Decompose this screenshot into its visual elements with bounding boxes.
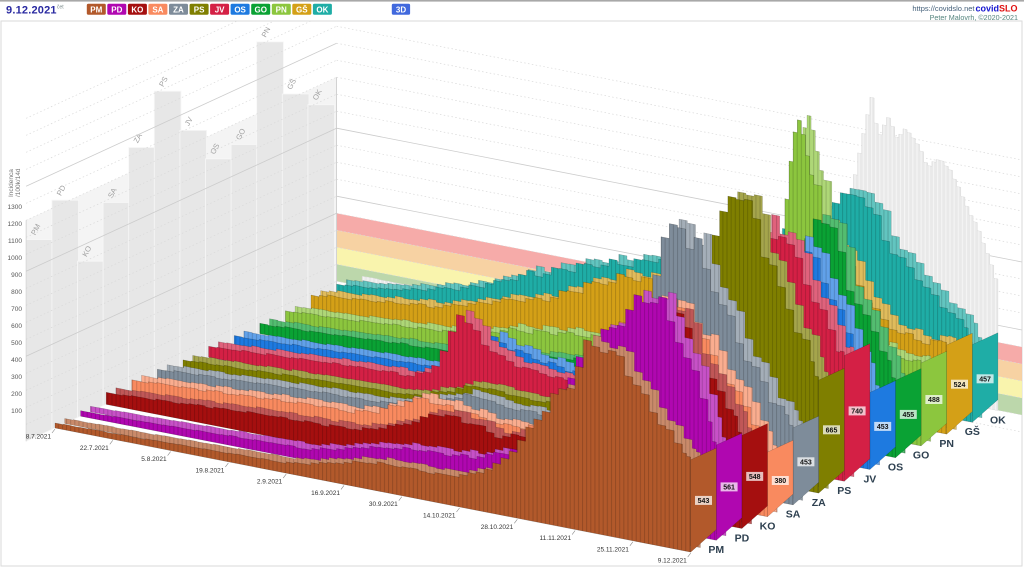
svg-text:3D: 3D: [396, 5, 406, 14]
svg-text:11.11.2021: 11.11.2021: [540, 535, 572, 542]
svg-text:543: 543: [698, 498, 710, 505]
svg-text:GŠ: GŠ: [965, 425, 980, 438]
svg-text:28.10.2021: 28.10.2021: [481, 524, 514, 531]
svg-text:KO: KO: [131, 5, 143, 14]
svg-text:PN: PN: [939, 438, 954, 450]
svg-text:700: 700: [11, 306, 22, 313]
svg-text:OK: OK: [990, 414, 1006, 426]
svg-text:665: 665: [826, 427, 838, 434]
svg-text:1000: 1000: [8, 255, 23, 262]
svg-text:GO: GO: [913, 450, 929, 462]
svg-text:548: 548: [749, 474, 761, 481]
svg-text:457: 457: [979, 376, 991, 383]
svg-text:GŠ: GŠ: [296, 5, 308, 14]
svg-text:400: 400: [11, 357, 22, 364]
svg-text:JV: JV: [863, 473, 876, 485]
svg-text:ZA: ZA: [173, 5, 184, 14]
svg-text:GŠ: GŠ: [285, 77, 298, 91]
svg-text:740: 740: [851, 409, 863, 416]
svg-text:OK: OK: [316, 5, 328, 14]
svg-text:PM: PM: [708, 544, 724, 556]
svg-text:600: 600: [11, 323, 22, 330]
svg-text:PD: PD: [735, 532, 750, 544]
svg-text:PM: PM: [90, 5, 102, 14]
svg-text:OS: OS: [888, 462, 903, 474]
svg-text:KO: KO: [760, 521, 776, 533]
svg-text:OS: OS: [234, 5, 246, 14]
svg-text:SA: SA: [152, 5, 163, 14]
svg-text:PS: PS: [157, 75, 170, 88]
svg-text:čet: čet: [57, 5, 64, 11]
svg-text:900: 900: [11, 272, 22, 279]
svg-text:200: 200: [11, 391, 22, 398]
svg-text:9.12.2021: 9.12.2021: [658, 558, 687, 565]
svg-text:380: 380: [774, 478, 786, 485]
svg-text:OS: OS: [208, 142, 221, 156]
svg-text:PN: PN: [260, 25, 273, 38]
svg-text:OK: OK: [311, 88, 324, 102]
svg-text:30.9.2021: 30.9.2021: [369, 501, 398, 508]
svg-text:25.11.2021: 25.11.2021: [597, 546, 629, 553]
svg-text:PS: PS: [194, 5, 205, 14]
svg-text:2.9.2021: 2.9.2021: [257, 479, 283, 486]
svg-text:100: 100: [11, 408, 22, 415]
svg-text:22.7.2021: 22.7.2021: [80, 445, 109, 452]
svg-text:Peter Malovrh, ©2020-2021: Peter Malovrh, ©2020-2021: [930, 13, 1018, 22]
svg-text:Incidenca: Incidenca: [8, 169, 15, 197]
svg-text:PD: PD: [111, 5, 122, 14]
svg-text:16.9.2021: 16.9.2021: [311, 490, 340, 497]
svg-text:524: 524: [954, 382, 966, 389]
svg-text:ZA: ZA: [812, 497, 826, 509]
svg-text:PS: PS: [837, 485, 851, 497]
svg-text:300: 300: [11, 374, 22, 381]
svg-text:19.8.2021: 19.8.2021: [195, 467, 224, 474]
svg-text:covidSLO: covidSLO: [975, 4, 1017, 14]
svg-text:https://covidslo.net: https://covidslo.net: [912, 4, 975, 13]
svg-text:GO: GO: [254, 5, 266, 14]
svg-text:800: 800: [11, 289, 22, 296]
svg-text:JV: JV: [215, 5, 225, 14]
svg-text:8.7.2021: 8.7.2021: [26, 434, 52, 441]
svg-text:SA: SA: [786, 509, 801, 521]
svg-text:JV: JV: [183, 115, 195, 127]
svg-text:455: 455: [902, 412, 914, 419]
svg-text:/100k/14d: /100k/14d: [15, 168, 22, 197]
svg-text:1100: 1100: [8, 238, 22, 245]
svg-text:14.10.2021: 14.10.2021: [423, 513, 456, 520]
svg-text:488: 488: [928, 397, 940, 404]
svg-text:453: 453: [877, 424, 889, 431]
svg-text:5.8.2021: 5.8.2021: [141, 456, 167, 463]
svg-text:PN: PN: [276, 5, 287, 14]
svg-text:9.12.2021: 9.12.2021: [6, 5, 57, 17]
svg-text:1300: 1300: [8, 204, 23, 211]
svg-text:1200: 1200: [8, 221, 23, 228]
svg-text:453: 453: [800, 459, 812, 466]
svg-text:561: 561: [723, 485, 735, 492]
svg-text:500: 500: [11, 340, 22, 347]
svg-text:ZA: ZA: [132, 132, 144, 145]
